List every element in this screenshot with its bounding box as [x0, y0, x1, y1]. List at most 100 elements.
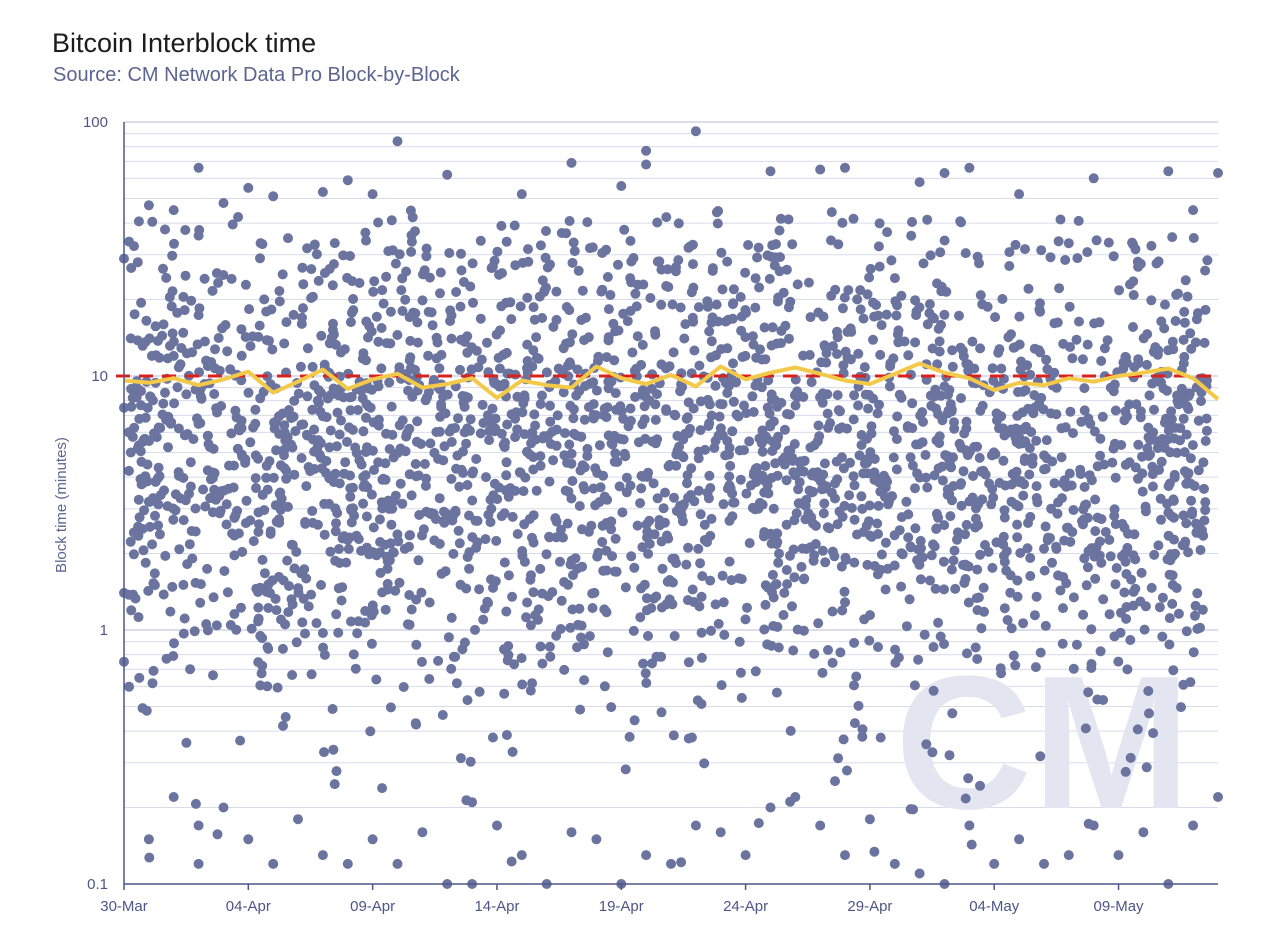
block-time-point — [1022, 543, 1033, 554]
block-time-point — [185, 664, 196, 675]
block-time-point — [1065, 342, 1075, 352]
block-time-point — [558, 343, 569, 354]
block-time-point — [412, 337, 423, 348]
block-time-point — [267, 344, 278, 355]
block-time-point — [935, 631, 946, 642]
block-time-point — [942, 484, 953, 495]
block-time-point — [329, 779, 340, 790]
block-time-point — [809, 550, 820, 561]
block-time-point — [762, 402, 773, 413]
block-time-point — [1178, 510, 1189, 521]
block-time-point — [822, 408, 833, 419]
block-time-point — [582, 443, 593, 454]
block-time-point — [1020, 244, 1030, 255]
block-time-point — [358, 426, 369, 437]
block-time-point — [977, 400, 988, 411]
block-time-point — [273, 571, 284, 582]
block-time-point — [528, 510, 539, 521]
block-time-point — [218, 802, 229, 813]
block-time-point — [373, 217, 384, 228]
block-time-point — [1133, 473, 1143, 484]
block-time-point — [253, 507, 264, 518]
block-time-point — [641, 145, 652, 156]
block-time-point — [759, 322, 770, 333]
block-time-point — [307, 361, 318, 372]
block-time-point — [928, 642, 939, 652]
block-time-point — [894, 389, 905, 400]
block-time-point — [1039, 565, 1050, 576]
block-time-point — [148, 665, 159, 676]
block-time-point — [1135, 412, 1146, 423]
block-time-point — [378, 298, 389, 309]
block-time-point — [195, 597, 206, 608]
block-time-point — [971, 503, 981, 514]
block-time-point — [858, 468, 869, 479]
block-time-point — [475, 235, 486, 246]
block-time-point — [821, 348, 832, 359]
block-time-point — [342, 535, 353, 545]
block-time-point — [551, 440, 562, 451]
block-time-point — [1086, 663, 1097, 673]
block-time-point — [997, 294, 1008, 304]
block-time-point — [339, 344, 350, 355]
block-time-point — [207, 285, 218, 296]
block-time-point — [236, 602, 246, 613]
block-time-point — [617, 507, 628, 518]
block-time-point — [1180, 536, 1191, 547]
block-time-point — [446, 474, 457, 484]
block-time-point — [568, 237, 579, 248]
block-time-point — [1147, 481, 1158, 492]
block-time-point — [963, 359, 974, 370]
block-time-point — [576, 620, 587, 631]
block-time-point — [1179, 447, 1190, 458]
block-time-point — [875, 486, 886, 497]
block-time-point — [194, 303, 205, 314]
block-time-point — [826, 487, 837, 498]
block-time-point — [767, 322, 778, 333]
block-time-point — [1097, 411, 1108, 422]
block-time-point — [523, 256, 534, 267]
block-time-point — [598, 470, 609, 481]
block-time-point — [154, 529, 165, 540]
block-time-point — [638, 658, 649, 669]
block-time-point — [202, 563, 213, 574]
block-time-point — [274, 296, 285, 307]
block-time-point — [1049, 478, 1060, 489]
block-time-point — [488, 490, 499, 501]
block-time-point — [803, 277, 814, 288]
block-time-point — [780, 320, 791, 331]
block-time-point — [625, 235, 636, 246]
block-time-point — [891, 464, 902, 475]
block-time-point — [743, 240, 754, 250]
block-time-point — [158, 589, 169, 600]
block-time-point — [1190, 610, 1200, 621]
block-time-point — [1190, 337, 1201, 348]
block-time-point — [1089, 551, 1100, 562]
block-time-point — [289, 469, 300, 480]
block-time-point — [515, 301, 526, 312]
block-time-point — [1125, 752, 1136, 763]
block-time-point — [527, 532, 537, 543]
block-time-point — [170, 505, 181, 516]
block-time-point — [334, 478, 345, 489]
block-time-point — [346, 517, 357, 528]
block-time-point — [949, 423, 960, 434]
block-time-point — [966, 839, 977, 850]
block-time-point — [685, 423, 695, 434]
block-time-point — [692, 695, 703, 706]
block-time-point — [450, 423, 461, 433]
block-time-point — [706, 410, 717, 421]
block-time-point — [322, 393, 333, 404]
block-time-point — [562, 360, 573, 371]
block-time-point — [668, 730, 679, 741]
block-time-point — [486, 503, 497, 514]
block-time-point — [192, 413, 202, 424]
block-time-point — [503, 641, 514, 651]
block-time-point — [133, 612, 144, 623]
block-time-point — [588, 399, 599, 410]
block-time-point — [773, 292, 784, 303]
block-time-point — [1110, 472, 1121, 483]
block-time-point — [1061, 578, 1072, 589]
moving-average-group — [123, 361, 1220, 401]
block-time-point — [1121, 569, 1132, 579]
